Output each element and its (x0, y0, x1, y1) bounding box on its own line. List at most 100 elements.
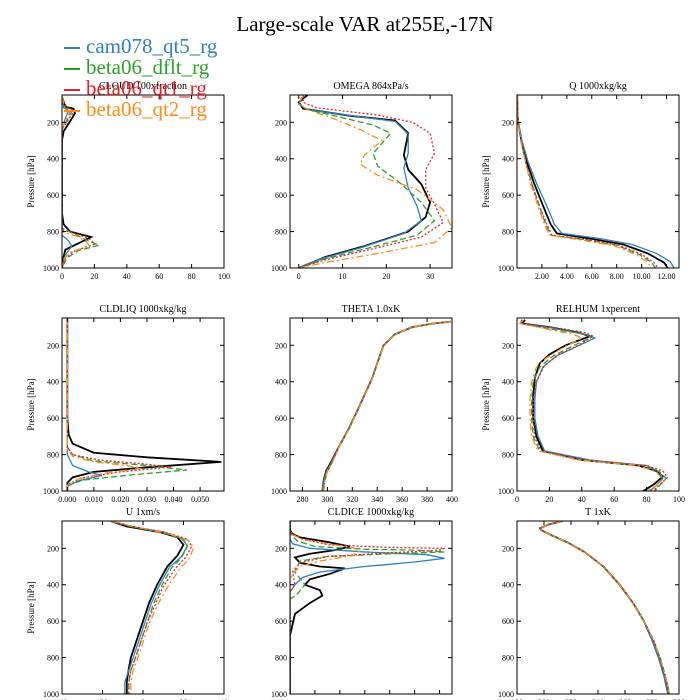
y-tick-label: 400 (502, 581, 514, 590)
series-line (321, 320, 451, 491)
x-tick-label: 0 (60, 272, 64, 281)
y-axis-label: Pressure [hPa] (481, 378, 491, 430)
axes-frame (516, 520, 680, 695)
series-line (66, 318, 171, 491)
y-tick-label: 1000 (271, 487, 287, 496)
series-line (110, 521, 193, 694)
panel-title: RELHUM 1xpercent (556, 304, 640, 315)
x-tick-label: 20 (90, 272, 98, 281)
series-line (66, 318, 222, 491)
series-line (538, 521, 671, 694)
y-tick-label: 1000 (271, 264, 287, 273)
y-tick-label: 800 (47, 228, 59, 237)
y-tick-label: 800 (502, 228, 514, 237)
y-tick-label: 200 (502, 118, 514, 127)
y-tick-label: 200 (275, 118, 287, 127)
y-tick-label: 400 (47, 155, 59, 164)
chart-panel: OMEGA 864xPa/s 200 400 600 800 1000 0 10 20 30 (271, 81, 453, 281)
series-line (538, 521, 671, 694)
y-axis-label: Pressure [hPa] (26, 581, 36, 633)
x-tick-label: 4.00 (560, 272, 574, 281)
chart-panel: Q 1000xkg/kg 200 400 600 800 1000 2.00 4.00 6.00… (481, 81, 680, 281)
x-tick-label: -40 (57, 698, 68, 700)
legend-item: beta06_qt2_rg (64, 99, 217, 120)
x-tick-label: 12.00 (658, 272, 676, 281)
series-line (517, 95, 669, 268)
y-tick-label: 600 (502, 617, 514, 626)
axes-frame (516, 94, 680, 269)
chart-panel: CLDICE 1000xkg/kg20040060080010000.00000… (271, 507, 453, 699)
y-tick-label: 800 (502, 654, 514, 663)
x-tick-label: 340 (371, 495, 383, 504)
y-axis-label: Pressure [hPa] (26, 378, 36, 430)
series-line (66, 318, 142, 491)
legend-line-blue (64, 47, 80, 50)
chart-panel: T 1xK 200 400 600 800 1000180 200 220 240 260 280 3… (498, 507, 685, 700)
series-line (290, 521, 445, 694)
legend-label: beta06_qt1_rg (86, 76, 207, 100)
legend-item: beta06_qt1_rg (64, 78, 217, 99)
series-line (517, 95, 659, 268)
axes-frame (61, 317, 225, 492)
y-tick-label: 600 (47, 414, 59, 423)
series-line (517, 95, 653, 268)
x-tick-label: 0.020 (111, 495, 129, 504)
x-tick-label: 260 (619, 698, 631, 700)
axes-frame (61, 94, 225, 269)
x-tick-label: 20 (545, 495, 553, 504)
series-line (517, 95, 656, 268)
series-line (110, 521, 189, 694)
x-tick-label: 280 (646, 698, 658, 700)
y-tick-label: 400 (275, 581, 287, 590)
axes-frame (289, 520, 453, 695)
x-tick-label: 380 (421, 495, 433, 504)
series-line (297, 95, 432, 268)
series-line (519, 319, 667, 491)
x-tick-label: 180 (511, 698, 523, 700)
x-tick-label: 220 (565, 698, 577, 700)
x-tick-label: 2.00 (535, 272, 549, 281)
series-line (290, 521, 445, 694)
series-line (290, 521, 351, 694)
x-tick-label: 10.00 (633, 272, 651, 281)
legend: cam078_qt5_rg beta06_dflt_rg beta06_qt1_… (64, 36, 217, 120)
y-tick-label: 800 (47, 451, 59, 460)
axes-frame (61, 520, 225, 695)
x-tick-label: 8.00 (610, 272, 624, 281)
y-tick-label: 600 (47, 191, 59, 200)
series-line (323, 320, 451, 491)
panel-title: Q 1000xkg/kg (569, 81, 627, 92)
legend-label: beta06_qt2_rg (86, 97, 207, 121)
series-line (519, 319, 669, 491)
y-axis-label: Pressure [hPa] (26, 155, 36, 207)
y-tick-label: 800 (502, 451, 514, 460)
chart-panel: THETA 1.0xK 200 400 600 800 1000 280 300 320 340 3… (271, 304, 458, 504)
series-line (110, 521, 185, 694)
y-tick-label: 800 (275, 654, 287, 663)
x-tick-label: 0 (515, 495, 519, 504)
series-line (538, 521, 670, 694)
series-line (110, 521, 195, 694)
y-tick-label: 600 (502, 414, 514, 423)
panel-title: U 1xm/s (126, 507, 160, 518)
x-tick-label: 0.050 (191, 495, 209, 504)
y-tick-label: 600 (502, 191, 514, 200)
x-tick-label: 80 (188, 272, 196, 281)
series-line (538, 521, 669, 694)
series-line (538, 521, 671, 694)
x-tick-label: 280 (296, 495, 308, 504)
y-tick-label: 1000 (43, 690, 59, 699)
y-tick-label: 200 (47, 118, 59, 127)
y-tick-label: 400 (502, 155, 514, 164)
x-tick-label: 320 (346, 495, 358, 504)
x-tick-label: 30 (426, 272, 434, 281)
axes-frame (289, 317, 453, 492)
x-tick-label: 6.00 (585, 272, 599, 281)
x-tick-label: 300 (321, 495, 333, 504)
series-line (297, 95, 452, 268)
x-tick-label: 40 (123, 272, 131, 281)
x-tick-label: 300 (673, 698, 685, 700)
